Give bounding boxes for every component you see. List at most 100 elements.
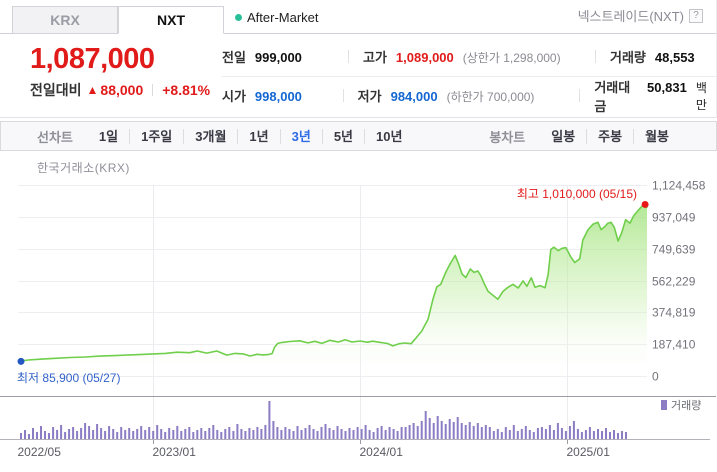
volume-bar [380, 426, 383, 439]
volume-bar [144, 430, 147, 439]
volume-bar [56, 430, 59, 439]
volume-bar [308, 425, 311, 439]
volume-bar [348, 428, 351, 439]
volume-bar [460, 423, 463, 439]
divider [152, 84, 154, 96]
volume-bar [576, 429, 579, 439]
volume-bar [252, 430, 255, 439]
volume-bar [168, 428, 171, 439]
volume-bar [72, 427, 75, 439]
price-area-series [17, 203, 648, 376]
volume-bar [500, 432, 503, 439]
volume-bar [300, 430, 303, 439]
volume-bar [232, 431, 235, 439]
y-axis-label: 187,410 [652, 338, 696, 352]
volume-bar [152, 431, 155, 439]
volume-bar [148, 427, 151, 439]
volume-bar [580, 432, 583, 439]
volume-bar [324, 424, 327, 439]
volume-bar [528, 430, 531, 439]
current-price: 1,087,000 [30, 43, 155, 75]
volume-bar [352, 430, 355, 439]
volume-bar [625, 432, 627, 439]
candle-chart-ranges: 봉차트 일봉 주봉 월봉 [489, 127, 716, 146]
x-axis-label: 2024/01 [360, 445, 404, 459]
volume-bar [248, 428, 251, 439]
volume-bar [456, 417, 459, 439]
volume-bar [296, 426, 299, 439]
volume-bar [617, 433, 619, 439]
volume-bar [244, 431, 247, 439]
after-market-toggle[interactable]: After-Market [235, 10, 319, 33]
range-button-4[interactable]: 3년 [279, 128, 322, 144]
change-value: 88,000 [100, 82, 144, 98]
volume-bar [484, 425, 487, 439]
volume-bar [276, 427, 279, 439]
volume-label: 거래량 [610, 49, 646, 65]
volume-bar [200, 428, 203, 439]
volume-bar [284, 427, 287, 439]
volume-bar [544, 429, 547, 439]
volume-bar [188, 427, 191, 439]
volume-bar [236, 424, 239, 439]
range-button-3[interactable]: 1년 [237, 128, 280, 144]
volume-bar [48, 433, 50, 439]
trading-value-label: 거래대금 [594, 79, 631, 114]
volume-bar [492, 431, 495, 439]
candle-button-2[interactable]: 월봉 [633, 128, 680, 144]
range-button-1[interactable]: 1주일 [129, 128, 184, 144]
high-label: 고가 [363, 49, 387, 65]
volume-bar [420, 421, 423, 439]
volume-bar [176, 426, 179, 439]
candle-chart-group-label: 봉차트 [489, 129, 526, 145]
lower-limit: (하한가 700,000) [446, 90, 535, 104]
high-annotation: 최고 1,010,000 (05/15) [517, 187, 637, 201]
volume-bar [332, 430, 335, 439]
candle-button-0[interactable]: 일봉 [551, 128, 576, 144]
tab-krx[interactable]: KRX [12, 6, 118, 33]
volume-bar [164, 432, 167, 439]
current-price-block: 1,087,000 전일대비 ▲ 88,000 +8.81% [0, 34, 213, 117]
volume-bar [496, 429, 499, 439]
volume-bar [172, 430, 175, 439]
range-button-5[interactable]: 5년 [321, 128, 365, 144]
y-axis-label: 0 [652, 370, 659, 384]
market-tab-bar: KRX NXT After-Market 넥스트레이드(NXT) ? [0, 0, 717, 34]
volume-bar [340, 429, 343, 439]
after-market-dot-icon [235, 14, 242, 21]
high-point-dot [641, 200, 649, 208]
volume-bar [609, 432, 611, 439]
range-button-0[interactable]: 1일 [98, 128, 119, 144]
help-icon[interactable]: ? [689, 8, 703, 23]
volume-bar [540, 427, 543, 439]
tab-nxt[interactable]: NXT [118, 6, 224, 34]
volume-bar [396, 431, 399, 439]
volume-bar [512, 425, 515, 439]
volume-bar [272, 421, 275, 439]
volume-bar [568, 426, 571, 439]
candle-button-1[interactable]: 주봉 [586, 128, 634, 144]
range-button-2[interactable]: 3개월 [183, 128, 238, 144]
exchange-label: 한국거래소(KRX) [37, 161, 130, 175]
volume-bar [20, 433, 22, 439]
volume-legend-label: 거래량 [671, 399, 701, 412]
volume-bar [424, 411, 427, 439]
volume-bar [404, 427, 407, 439]
volume-legend-icon [661, 400, 667, 410]
volume-bar [601, 431, 603, 439]
change-label: 전일대비 [30, 82, 82, 98]
volume-bar [476, 423, 479, 439]
volume-bar [192, 432, 195, 439]
range-button-6[interactable]: 10년 [364, 128, 414, 144]
divider [595, 49, 596, 63]
volume-bar [196, 430, 199, 439]
volume-bar [480, 427, 483, 439]
table-row: 전일 999,000 고가 1,089,000 (상한가 1,298,000) … [222, 37, 716, 76]
upper-limit: (상한가 1,298,000) [462, 50, 561, 65]
volume-bar [452, 422, 455, 439]
volume-bar [508, 430, 511, 439]
divider [579, 89, 581, 102]
x-axis-label: 2025/01 [567, 445, 611, 459]
volume-bar [132, 431, 135, 439]
